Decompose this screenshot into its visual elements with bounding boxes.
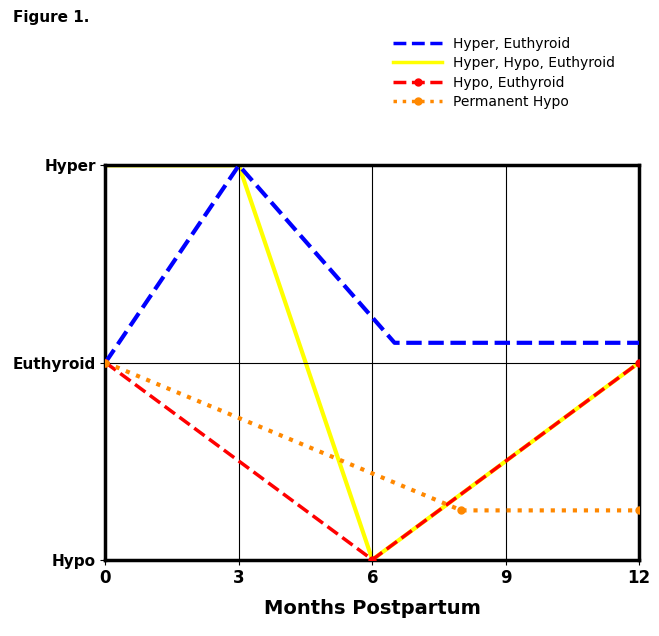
Text: Figure 1.: Figure 1. (13, 10, 90, 25)
X-axis label: Months Postpartum: Months Postpartum (264, 598, 481, 618)
Legend: Hyper, Euthyroid, Hyper, Hypo, Euthyroid, Hypo, Euthyroid, Permanent Hypo: Hyper, Euthyroid, Hyper, Hypo, Euthyroid… (389, 32, 619, 113)
